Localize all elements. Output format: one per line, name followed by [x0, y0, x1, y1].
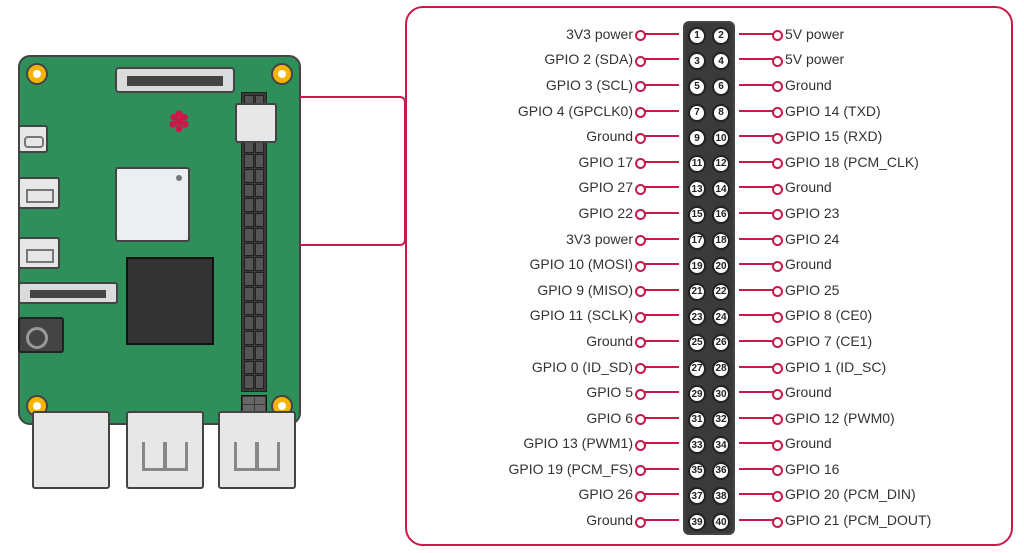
leader-line-icon — [641, 468, 679, 470]
camera-connector-icon — [18, 282, 118, 304]
micro-hdmi-icon — [18, 177, 60, 209]
pin-label-right: GPIO 18 (PCM_CLK) — [739, 154, 919, 170]
leader-line-icon — [641, 340, 679, 342]
leader-line-icon — [641, 135, 679, 137]
soc-chip-icon — [115, 167, 190, 242]
rf-shield-icon — [235, 103, 277, 143]
pin-row: GPIO 0 (ID_SD)GPIO 1 (ID_SC) — [407, 354, 1011, 380]
pin-row: GPIO 27Ground — [407, 175, 1011, 201]
ram-chip-icon — [126, 257, 214, 345]
leader-line-icon — [641, 110, 679, 112]
leader-line-icon — [641, 289, 679, 291]
leader-line-icon — [641, 161, 679, 163]
pin-label-right: GPIO 1 (ID_SC) — [739, 359, 886, 375]
pin-label-right: GPIO 16 — [739, 461, 839, 477]
pin-label-right: Ground — [739, 77, 832, 93]
leader-line-icon — [641, 238, 679, 240]
micro-hdmi-icon — [18, 237, 60, 269]
pcb — [18, 55, 301, 425]
pin-label-right: GPIO 15 (RXD) — [739, 128, 882, 144]
mounting-hole-icon — [26, 63, 48, 85]
leader-line-icon — [641, 391, 679, 393]
raspberry-logo-icon — [165, 105, 193, 133]
pin-row: GPIO 26GPIO 20 (PCM_DIN) — [407, 482, 1011, 508]
pin-label-right: GPIO 7 (CE1) — [739, 333, 872, 349]
raspberry-pi-board — [18, 55, 301, 493]
leader-line-icon — [641, 442, 679, 444]
leader-line-icon — [641, 366, 679, 368]
pin-label-right: GPIO 14 (TXD) — [739, 103, 881, 119]
pin-row: 3V3 powerGPIO 24 — [407, 226, 1011, 252]
pin-row: GroundGPIO 21 (PCM_DOUT) — [407, 507, 1011, 533]
pin-label-right: Ground — [739, 179, 832, 195]
pin-row: GPIO 9 (MISO)GPIO 25 — [407, 277, 1011, 303]
pin-label-right: GPIO 23 — [739, 205, 839, 221]
leader-line-icon — [641, 33, 679, 35]
ethernet-port-icon — [32, 411, 110, 489]
pin-row: GPIO 6GPIO 12 (PWM0) — [407, 405, 1011, 431]
pin-row: GPIO 17GPIO 18 (PCM_CLK) — [407, 149, 1011, 175]
pin-label-right: GPIO 25 — [739, 282, 839, 298]
leader-line-icon — [641, 493, 679, 495]
pin-label-right: Ground — [739, 256, 832, 272]
callout-connector-line — [300, 96, 406, 246]
usb-c-port-icon — [18, 125, 48, 153]
leader-line-icon — [641, 186, 679, 188]
pin-row: GPIO 19 (PCM_FS)GPIO 16 — [407, 456, 1011, 482]
pin-label-right: Ground — [739, 384, 832, 400]
pin-label-right: GPIO 8 (CE0) — [739, 307, 872, 323]
pin-label-right: GPIO 20 (PCM_DIN) — [739, 486, 916, 502]
leader-line-icon — [641, 58, 679, 60]
pin-label-right: GPIO 12 (PWM0) — [739, 410, 895, 426]
pin-row: GPIO 10 (MOSI)Ground — [407, 251, 1011, 277]
pin-row: GroundGPIO 7 (CE1) — [407, 328, 1011, 354]
leader-line-icon — [641, 84, 679, 86]
leader-line-icon — [641, 212, 679, 214]
pin-row: GroundGPIO 15 (RXD) — [407, 123, 1011, 149]
pin-row: GPIO 11 (SCLK)GPIO 8 (CE0) — [407, 303, 1011, 329]
pin-row: GPIO 2 (SDA)5V power — [407, 47, 1011, 73]
pin-label-right: 5V power — [739, 26, 844, 42]
pin-label-right: GPIO 24 — [739, 231, 839, 247]
av-jack-icon — [18, 317, 64, 353]
pin-label-right: Ground — [739, 435, 832, 451]
pin-row: GPIO 5Ground — [407, 379, 1011, 405]
usb-a-ports-icon — [126, 411, 204, 489]
usb-a-ports-icon — [218, 411, 296, 489]
pin-label-right: GPIO 21 (PCM_DOUT) — [739, 512, 931, 528]
leader-line-icon — [641, 314, 679, 316]
display-connector-icon — [115, 67, 235, 93]
leader-line-icon — [641, 263, 679, 265]
gpio-pinout-panel: 1234567891011121314151617181920212223242… — [405, 6, 1013, 546]
pin-label-rows: 3V3 power5V powerGPIO 2 (SDA)5V powerGPI… — [407, 21, 1011, 535]
pin-row: GPIO 22GPIO 23 — [407, 200, 1011, 226]
pin-row: GPIO 4 (GPCLK0)GPIO 14 (TXD) — [407, 98, 1011, 124]
pin-row: GPIO 3 (SCL)Ground — [407, 72, 1011, 98]
pin-label-right: 5V power — [739, 51, 844, 67]
leader-line-icon — [641, 417, 679, 419]
pin-row: 3V3 power5V power — [407, 21, 1011, 47]
leader-line-icon — [641, 519, 679, 521]
pin-row: GPIO 13 (PWM1)Ground — [407, 431, 1011, 457]
mounting-hole-icon — [271, 63, 293, 85]
